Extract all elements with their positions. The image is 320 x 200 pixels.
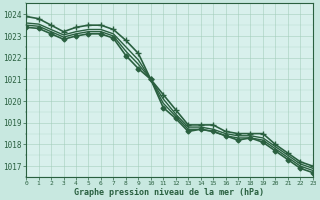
X-axis label: Graphe pression niveau de la mer (hPa): Graphe pression niveau de la mer (hPa) [75,188,264,197]
